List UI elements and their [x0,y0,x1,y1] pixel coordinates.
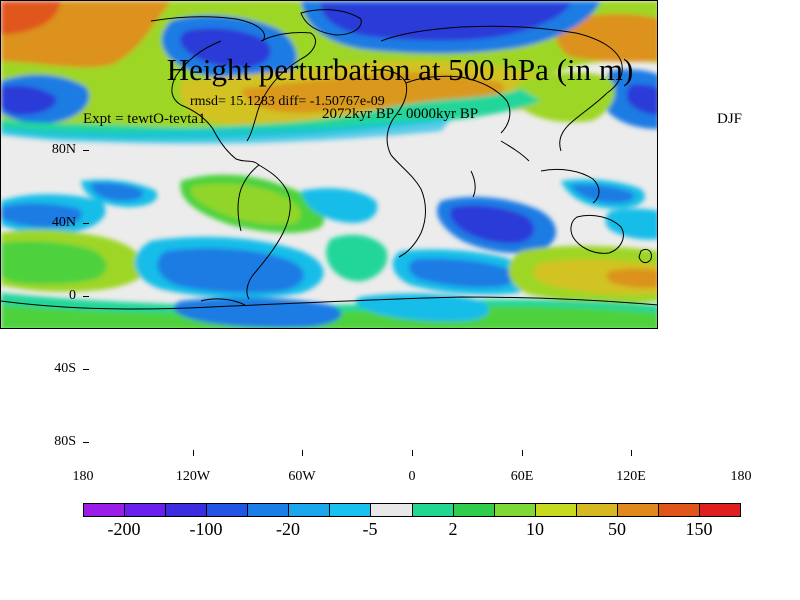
lat-label-0: 0 [69,288,76,303]
experiment-label: Expt = tewtO-tevta1 [83,111,206,127]
lon-label-60w: 60W [288,469,316,484]
colorbar-label: -5 [362,519,378,539]
colorbar-swatch-1 [125,504,167,516]
colorbar-swatch-3 [207,504,249,516]
lat-label-80s: 80S [54,434,76,449]
colorbar-label: 10 [526,519,544,539]
time-period-label: 2072kyr BP - 0000kyr BP [322,106,479,122]
lon-label-0: 0 [408,469,416,484]
x-tick [412,450,413,456]
lon-label-180e: 180 [730,469,752,484]
colorbar-label: -200 [107,519,141,539]
x-tick [631,450,632,456]
lon-label-60e: 60E [510,469,534,484]
colorbar-label: 50 [608,519,626,539]
colorbar-swatch-14 [658,504,700,516]
map-title: Height perturbation at 500 hPa (in m) [166,52,634,87]
y-tick [83,369,89,370]
colorbar-swatch-6 [330,504,372,516]
colorbar-swatch-5 [289,504,331,516]
colorbar-swatch-4 [248,504,290,516]
contour-fields [1,1,657,328]
colorbar-swatch-8 [412,504,454,516]
x-tick [302,450,303,456]
height-perturbation-map [0,0,658,329]
lat-label-40n: 40N [51,215,76,230]
map-field-svg [1,1,657,328]
x-tick [522,450,523,456]
y-tick [83,150,89,151]
colorbar-label: 150 [685,519,713,539]
colorbar-label: -20 [276,519,300,539]
colorbar-swatch-12 [576,504,618,516]
coastlines [1,9,657,310]
lon-label-120e: 120E [616,469,646,484]
colorbar-swatch-7 [371,504,413,516]
colorbar-swatch-11 [535,504,577,516]
lon-label-120w: 120W [175,469,211,484]
season-label: DJF [716,111,742,127]
y-tick [83,296,89,297]
colorbar-swatch-15 [699,504,740,516]
colorbar-swatch-13 [617,504,659,516]
lat-label-80n: 80N [51,142,76,157]
lon-label-180w: 180 [72,469,94,484]
colorbar-swatch-0 [84,504,126,516]
x-tick [193,450,194,456]
y-tick [83,442,89,443]
colorbar [83,503,741,517]
colorbar-label: -100 [189,519,223,539]
y-tick [83,223,89,224]
colorbar-swatch-9 [453,504,495,516]
lat-label-40s: 40S [54,361,76,376]
colorbar-swatch-10 [494,504,536,516]
rmsd-stats: rmsd= 15.1283 diff= -1.50767e-09 [190,94,385,109]
colorbar-swatch-2 [166,504,208,516]
colorbar-label: 2 [448,519,458,539]
